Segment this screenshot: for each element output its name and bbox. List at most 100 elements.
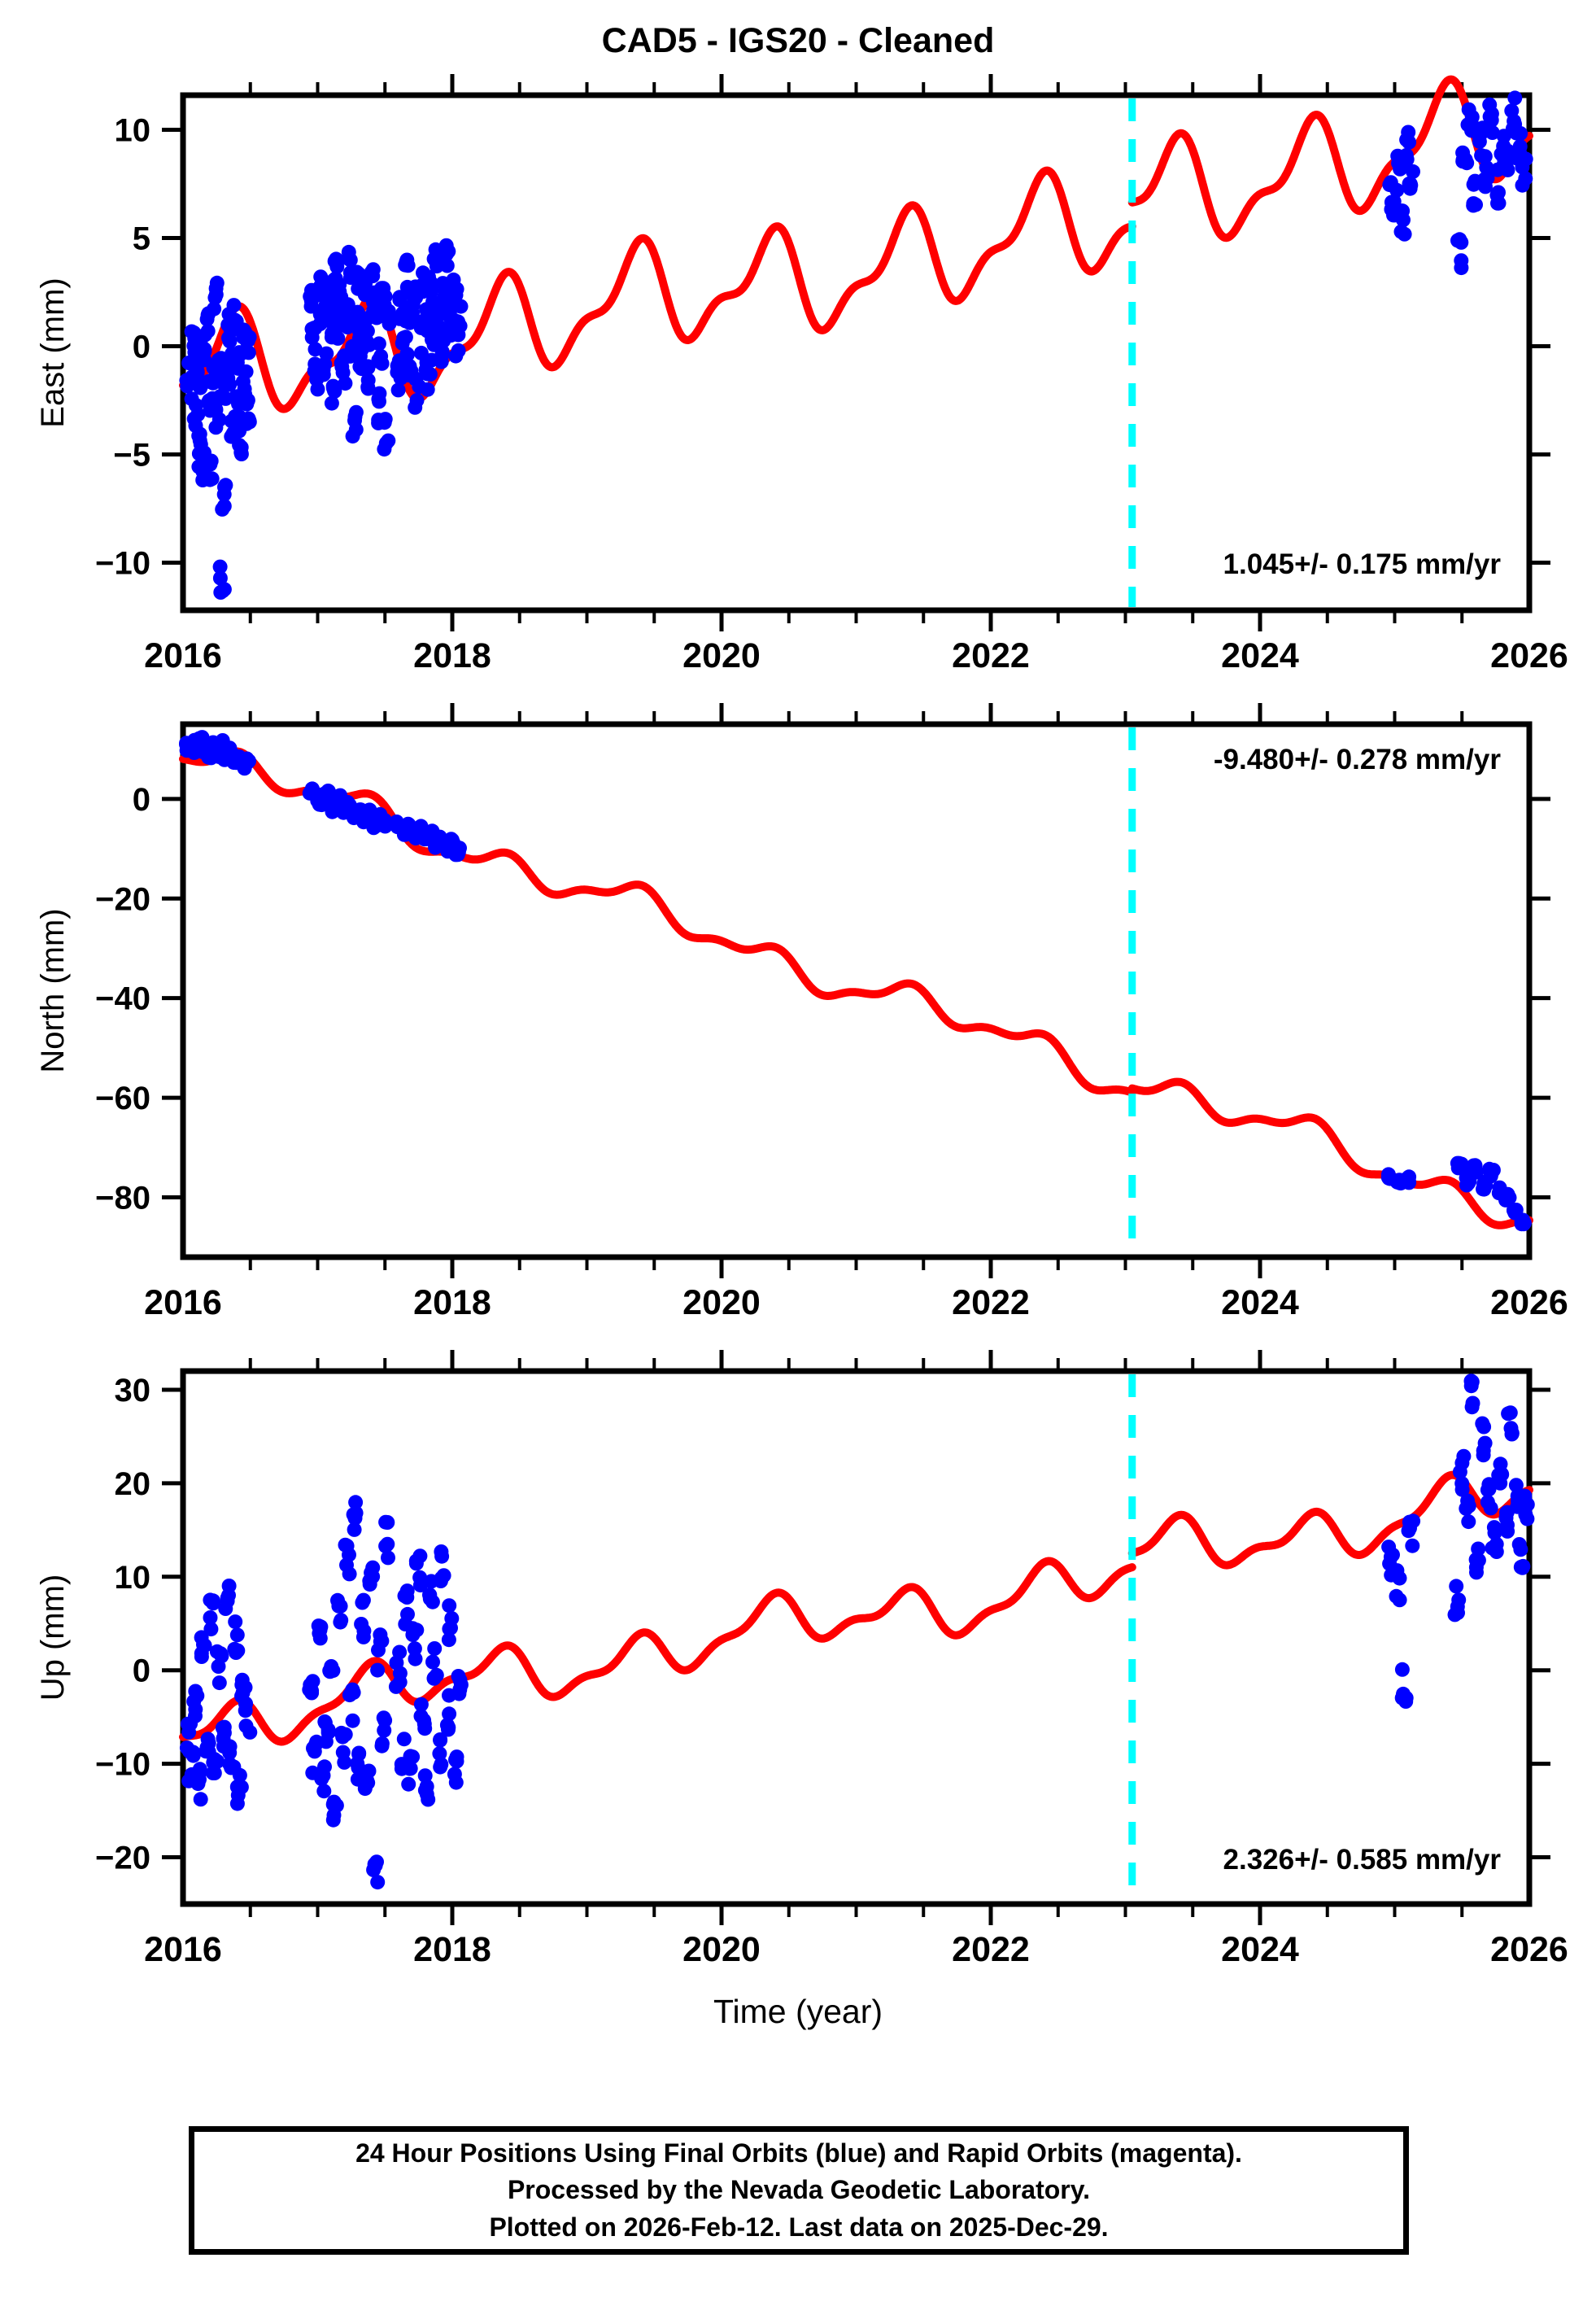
data-point — [371, 1642, 386, 1657]
data-point — [192, 433, 207, 448]
data-point — [215, 1720, 230, 1736]
data-point — [319, 346, 334, 361]
data-point — [1394, 1690, 1410, 1705]
data-point — [211, 1659, 226, 1674]
data-point — [186, 1694, 202, 1709]
data-point — [1464, 109, 1480, 124]
data-point — [199, 312, 215, 327]
data-point — [400, 1606, 415, 1622]
x-tick-label: 2026 — [1490, 1283, 1568, 1322]
data-point — [1468, 1552, 1484, 1567]
data-point — [408, 1651, 423, 1666]
data-point — [422, 367, 438, 382]
data-point — [447, 1767, 462, 1782]
data-point — [1397, 226, 1412, 242]
data-point — [1455, 152, 1471, 168]
data-point — [203, 1622, 219, 1637]
data-point — [337, 1754, 352, 1770]
data-points — [179, 1374, 1535, 1890]
data-point — [307, 342, 323, 357]
rate-annotation: -9.480+/- 0.278 mm/yr — [1214, 744, 1502, 775]
data-point — [360, 360, 376, 375]
data-point — [1518, 171, 1533, 186]
data-point — [377, 1713, 393, 1728]
data-point — [1480, 1483, 1495, 1498]
data-point — [390, 358, 405, 373]
data-point — [1402, 176, 1417, 191]
data-point — [212, 559, 228, 574]
data-point — [355, 1595, 370, 1610]
data-point — [1465, 1395, 1480, 1411]
data-point — [1476, 1448, 1491, 1463]
y-tick-label: −20 — [95, 1841, 150, 1876]
data-point — [1454, 234, 1469, 250]
data-point — [1515, 1558, 1531, 1574]
data-points — [179, 90, 1533, 600]
data-point — [442, 1706, 457, 1722]
data-point — [427, 1641, 443, 1656]
data-point — [234, 1672, 250, 1688]
data-point — [401, 1776, 416, 1792]
data-point — [1500, 1518, 1515, 1533]
data-point — [325, 381, 341, 396]
data-point — [1452, 1464, 1467, 1479]
panel-north: 2016 2018 2020 2022 2024 2026 0 −20 −40 −60 −80 Nor… — [35, 703, 1568, 1322]
data-point — [348, 404, 364, 420]
panel-east: 2016 2018 2020 2022 2024 2026 10 5 0 −5 −10 East (m… — [35, 74, 1568, 675]
data-point — [441, 1720, 456, 1735]
data-point — [1466, 196, 1481, 212]
y-tick-label: −60 — [95, 1081, 150, 1116]
data-point — [405, 297, 421, 312]
data-point — [439, 258, 455, 273]
data-point — [228, 410, 243, 426]
y-tick-label: −10 — [95, 545, 150, 581]
data-point — [229, 1627, 245, 1643]
data-point — [370, 1875, 386, 1890]
data-point — [1486, 1520, 1502, 1535]
data-point — [380, 311, 395, 326]
data-point — [1454, 1476, 1470, 1491]
data-point — [1454, 253, 1469, 269]
x-tick-label: 2024 — [1221, 1283, 1299, 1322]
data-point — [324, 395, 339, 411]
data-point — [425, 1654, 440, 1670]
data-point — [413, 1697, 429, 1712]
data-point — [186, 411, 202, 426]
data-point — [1479, 159, 1494, 175]
data-point — [452, 1672, 468, 1688]
data-point — [419, 1779, 434, 1794]
data-point — [318, 1734, 334, 1749]
data-point — [208, 420, 224, 435]
data-point — [405, 1749, 421, 1765]
data-point — [1491, 1467, 1507, 1483]
y-tick-label: 30 — [115, 1373, 151, 1408]
data-point — [420, 382, 435, 397]
x-tick-label: 2018 — [413, 636, 491, 675]
data-point — [361, 1763, 377, 1779]
data-point — [312, 1622, 328, 1638]
data-point — [370, 1662, 386, 1678]
data-point — [368, 1858, 383, 1873]
data-point — [203, 456, 218, 472]
data-point — [229, 355, 245, 370]
data-point — [209, 1644, 225, 1659]
data-point — [232, 1767, 247, 1783]
data-point — [238, 1719, 254, 1734]
data-point — [347, 1522, 362, 1537]
data-point — [222, 1739, 238, 1754]
footer-line-1: 24 Hour Positions Using Final Orbits (bl… — [355, 2138, 1242, 2168]
data-point — [203, 1610, 218, 1625]
data-point — [365, 269, 381, 284]
data-point — [388, 1679, 403, 1694]
data-point — [1449, 1579, 1464, 1594]
data-point — [389, 1655, 404, 1671]
data-point — [1482, 1161, 1497, 1177]
data-point — [212, 570, 228, 586]
data-point — [1394, 1662, 1410, 1677]
data-point — [396, 1732, 412, 1747]
y-tick-label: 0 — [133, 782, 150, 818]
data-point — [421, 1792, 436, 1807]
data-point — [217, 479, 232, 495]
data-point — [365, 1569, 381, 1584]
data-point — [238, 1703, 253, 1719]
